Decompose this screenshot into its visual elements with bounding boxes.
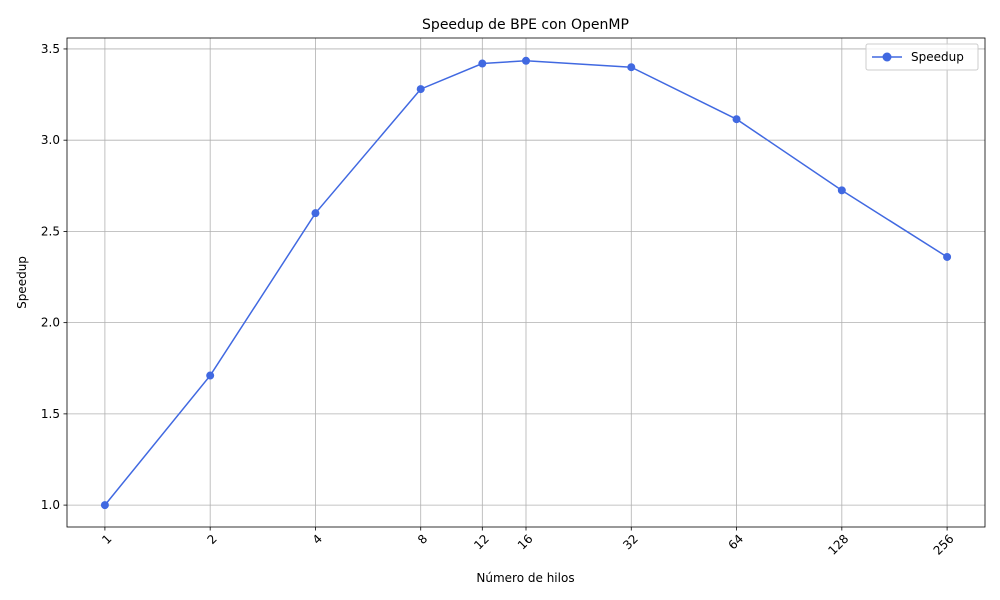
y-tick-label: 1.5 [41,407,60,421]
y-tick-label: 3.0 [41,133,60,147]
data-point [627,63,636,72]
y-axis: 1.0 1.5 2.0 2.5 3.0 3.5 [41,42,67,512]
y-tick-label: 1.0 [41,498,60,512]
data-point [478,59,487,68]
data-point [943,252,952,261]
legend-label: Speedup [911,50,964,64]
x-tick-label: 2 [204,532,219,547]
x-tick-label: 32 [620,532,641,553]
x-axis: 1 2 4 8 12 16 32 64 128 256 [99,527,957,558]
chart-title: Speedup de BPE con OpenMP [422,17,629,33]
data-point [100,501,109,510]
x-tick-label: 256 [931,532,957,558]
x-tick-label: 64 [725,532,746,553]
data-point [206,371,215,380]
series-line [104,60,948,506]
data-point [837,186,846,195]
x-tick-label: 128 [825,532,851,558]
data-point [732,115,741,124]
data-point [416,85,425,94]
legend-box [865,43,979,71]
y-tick-label: 2.5 [41,224,60,238]
x-tick-label: 16 [515,532,536,553]
x-tick-label: 4 [310,532,325,547]
y-tick-label: 2.0 [41,316,60,330]
x-tick-label: 12 [471,532,492,553]
data-point [522,56,530,65]
x-tick-label: 8 [415,532,430,547]
data-point [311,209,320,218]
y-tick-label: 3.5 [41,42,60,56]
series-layer [100,56,952,510]
grid [67,38,985,527]
legend: Speedup [865,43,979,71]
legend-marker-sample [882,52,892,62]
x-tick-label: 1 [99,532,114,547]
x-axis-label: Número de hilos [476,571,574,585]
y-axis-label: Speedup [15,256,29,309]
